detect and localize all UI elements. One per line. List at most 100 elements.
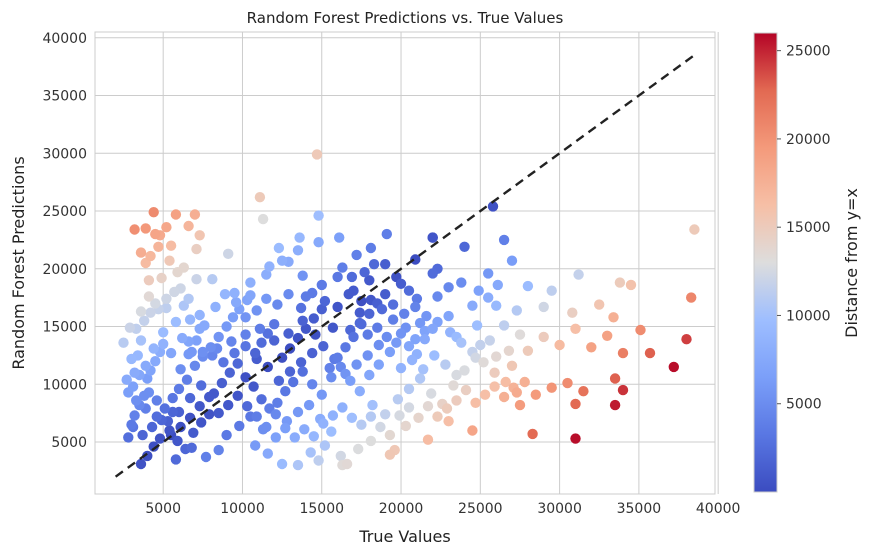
data-point xyxy=(256,337,267,348)
data-point xyxy=(399,308,410,319)
data-point xyxy=(426,388,437,399)
data-point xyxy=(410,254,421,265)
data-point xyxy=(387,299,399,310)
data-point xyxy=(213,444,224,456)
data-point xyxy=(348,331,359,343)
colorbar-tick-label: 25000 xyxy=(786,44,831,60)
data-point xyxy=(403,402,415,413)
data-point xyxy=(251,305,262,316)
data-point xyxy=(471,320,483,331)
data-point xyxy=(297,366,308,377)
data-point xyxy=(413,412,424,423)
data-point xyxy=(308,313,319,324)
data-point xyxy=(602,330,613,341)
data-point xyxy=(489,381,500,392)
data-point xyxy=(218,357,229,368)
data-point xyxy=(343,289,354,300)
data-point xyxy=(530,389,541,400)
data-point xyxy=(305,447,316,458)
data-point xyxy=(307,379,318,390)
data-point xyxy=(223,248,234,259)
data-point xyxy=(362,350,373,361)
data-point xyxy=(213,407,224,419)
data-point xyxy=(151,395,162,406)
data-point xyxy=(381,228,392,240)
data-point xyxy=(165,240,177,251)
data-point xyxy=(261,421,272,433)
data-point xyxy=(229,347,240,359)
data-point xyxy=(194,230,205,241)
data-point xyxy=(419,325,430,337)
data-point xyxy=(227,312,239,323)
data-point xyxy=(341,458,353,470)
data-point xyxy=(178,262,189,273)
data-point xyxy=(196,380,207,391)
data-point xyxy=(242,401,253,412)
data-point xyxy=(395,328,407,339)
data-point xyxy=(135,306,147,317)
data-point xyxy=(191,335,202,346)
data-point xyxy=(164,255,175,266)
data-point xyxy=(467,425,478,436)
x-tick-label: 15000 xyxy=(299,501,344,517)
data-point xyxy=(384,346,396,358)
data-point xyxy=(183,349,194,360)
data-point xyxy=(292,459,304,471)
data-point xyxy=(578,386,589,397)
data-point xyxy=(276,255,288,266)
data-point xyxy=(617,384,629,396)
data-point xyxy=(332,301,343,313)
data-point xyxy=(161,222,172,233)
data-point xyxy=(240,341,251,352)
data-point xyxy=(303,399,315,411)
data-point xyxy=(668,361,679,373)
data-point xyxy=(269,335,280,346)
data-point xyxy=(148,207,159,218)
data-point xyxy=(261,269,272,280)
data-point xyxy=(151,411,162,422)
data-point xyxy=(448,380,459,391)
data-point xyxy=(140,360,151,371)
data-point xyxy=(346,412,358,423)
data-point xyxy=(353,443,364,455)
data-point xyxy=(145,250,156,262)
data-point xyxy=(299,424,310,435)
data-point xyxy=(308,431,319,442)
data-point xyxy=(181,374,193,385)
data-point xyxy=(264,261,275,272)
data-point xyxy=(197,346,208,358)
data-point xyxy=(414,373,426,384)
data-point xyxy=(403,341,415,352)
y-tick-label: 40000 xyxy=(42,31,87,47)
data-point xyxy=(146,421,158,433)
data-point xyxy=(223,399,234,411)
y-tick-label: 20000 xyxy=(42,262,87,278)
data-point xyxy=(161,302,172,314)
data-point xyxy=(365,242,377,254)
data-point xyxy=(210,301,221,313)
data-point xyxy=(368,259,380,270)
data-point xyxy=(284,366,296,377)
data-point xyxy=(422,434,434,445)
data-point xyxy=(380,409,391,420)
data-point xyxy=(609,399,621,411)
data-point xyxy=(191,243,202,255)
data-point xyxy=(380,289,391,300)
data-point xyxy=(158,327,169,338)
y-tick-label: 5000 xyxy=(51,435,87,451)
data-point xyxy=(419,334,430,345)
data-point xyxy=(511,305,522,316)
data-point xyxy=(327,410,339,421)
data-point xyxy=(418,364,429,375)
data-point xyxy=(459,241,470,252)
x-tick-label: 30000 xyxy=(537,501,582,517)
data-point xyxy=(326,426,337,437)
colorbar-tick-label: 5000 xyxy=(786,397,822,413)
x-tick-label: 10000 xyxy=(220,501,265,517)
data-point xyxy=(686,292,697,303)
data-point xyxy=(158,338,169,350)
data-point xyxy=(154,433,166,444)
data-point xyxy=(451,369,462,381)
data-point xyxy=(135,458,147,470)
data-point xyxy=(345,375,356,386)
